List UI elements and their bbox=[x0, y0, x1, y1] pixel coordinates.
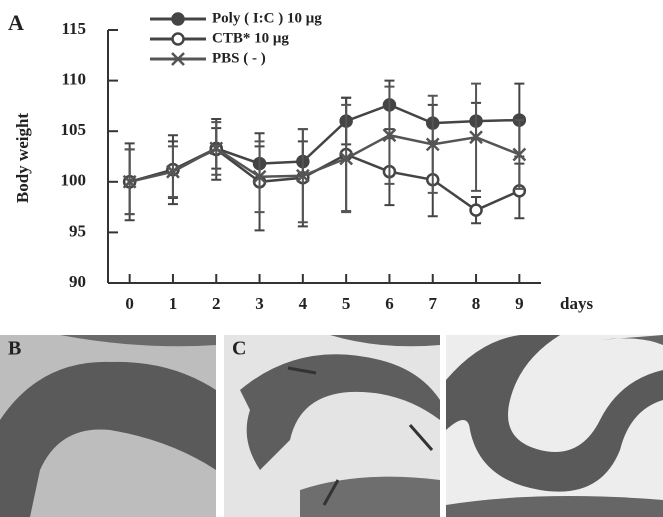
tissue bbox=[0, 361, 216, 517]
tissue bbox=[600, 335, 663, 345]
marker bbox=[469, 130, 483, 145]
x-tick-label: 0 bbox=[125, 294, 134, 313]
panel-label: B bbox=[8, 338, 21, 360]
legend-marker bbox=[171, 52, 185, 66]
arrow bbox=[287, 366, 317, 375]
marker bbox=[382, 128, 397, 143]
x-tick-label: 4 bbox=[299, 294, 308, 313]
tissue bbox=[446, 335, 663, 492]
series-line bbox=[129, 147, 520, 212]
y-tick-label: 100 bbox=[61, 171, 87, 190]
x-tick-label: 2 bbox=[212, 294, 221, 313]
y-tick-label: 115 bbox=[61, 19, 86, 38]
marker bbox=[166, 164, 180, 179]
marker bbox=[295, 168, 310, 183]
y-axis-label: Body weight bbox=[13, 113, 32, 204]
legend-label: CTB* 10 μg bbox=[212, 30, 289, 46]
x-tick-label: 5 bbox=[342, 294, 351, 313]
y-tick-label: 90 bbox=[69, 272, 86, 291]
series-line bbox=[129, 133, 520, 184]
marker bbox=[512, 147, 527, 162]
marker bbox=[469, 203, 483, 217]
marker bbox=[339, 151, 354, 166]
tissue bbox=[60, 335, 216, 347]
tissue bbox=[240, 354, 440, 470]
tissue bbox=[446, 496, 663, 517]
x-tick-label: 9 bbox=[515, 294, 524, 313]
legend-marker bbox=[171, 32, 185, 46]
legend-marker bbox=[171, 12, 185, 26]
tissue bbox=[330, 335, 440, 347]
marker bbox=[209, 141, 224, 156]
arrow bbox=[322, 479, 340, 506]
histology-panels bbox=[0, 335, 663, 517]
x-tick-label: 1 bbox=[169, 294, 178, 313]
legend-label: PBS ( - ) bbox=[212, 50, 266, 66]
x-tick-label: 3 bbox=[255, 294, 264, 313]
marker bbox=[252, 169, 267, 184]
y-tick-label: 95 bbox=[69, 221, 86, 240]
y-tick-label: 105 bbox=[61, 120, 87, 139]
arrow bbox=[408, 424, 434, 451]
y-tick-label: 110 bbox=[61, 70, 86, 89]
legend-label: Poly ( I:C ) 10 μg bbox=[212, 10, 322, 26]
x-tick-label: 8 bbox=[472, 294, 481, 313]
marker bbox=[425, 137, 440, 152]
x-tick-label: 6 bbox=[385, 294, 394, 313]
x-axis-label: days bbox=[560, 294, 593, 313]
marker bbox=[122, 174, 137, 189]
x-tick-label: 7 bbox=[429, 294, 438, 313]
panel-label: A bbox=[8, 10, 24, 35]
panel-label: C bbox=[232, 338, 246, 360]
series-line bbox=[129, 103, 520, 184]
